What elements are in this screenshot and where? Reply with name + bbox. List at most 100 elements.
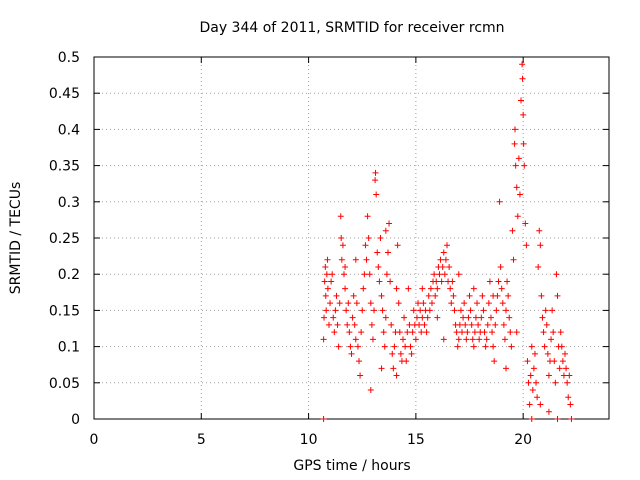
data-point — [459, 329, 466, 336]
data-point — [468, 321, 475, 328]
data-point — [372, 177, 379, 184]
data-point — [352, 256, 359, 263]
data-point — [464, 329, 471, 336]
data-point — [510, 256, 517, 263]
data-point — [509, 227, 516, 234]
y-tick-label: 0.25 — [49, 231, 80, 247]
data-point — [330, 314, 337, 321]
data-point — [335, 343, 342, 350]
data-point — [565, 394, 572, 401]
data-point — [512, 162, 519, 169]
data-point — [423, 329, 430, 336]
data-point — [378, 365, 385, 372]
data-point — [524, 358, 531, 365]
x-tick-label: 15 — [407, 432, 425, 448]
data-point — [533, 379, 540, 386]
data-point — [455, 336, 462, 343]
data-point — [336, 300, 343, 307]
x-axis-title: GPS time / hours — [293, 458, 410, 474]
data-point — [512, 126, 519, 133]
y-tick-label: 0.05 — [49, 376, 80, 392]
data-point — [446, 263, 453, 270]
data-point — [323, 271, 330, 278]
data-point — [418, 329, 425, 336]
data-point — [496, 198, 503, 205]
data-point — [471, 329, 478, 336]
data-point — [405, 285, 412, 292]
chart-title: Day 344 of 2011, SRMTID for receiver rcm… — [199, 20, 504, 36]
data-point — [506, 314, 513, 321]
data-point — [321, 314, 328, 321]
data-point — [409, 329, 416, 336]
data-point — [549, 307, 556, 314]
data-point — [438, 278, 445, 285]
data-point — [526, 401, 533, 408]
data-point — [548, 336, 555, 343]
data-point — [368, 321, 375, 328]
data-point — [449, 278, 456, 285]
data-point — [447, 285, 454, 292]
data-point — [553, 271, 560, 278]
data-point — [397, 350, 404, 357]
data-point — [394, 242, 401, 249]
data-point — [525, 379, 532, 386]
data-point — [556, 365, 563, 372]
data-point — [396, 329, 403, 336]
data-point — [369, 336, 376, 343]
data-point — [377, 235, 384, 241]
data-point — [518, 97, 525, 104]
y-tick-label: 0.1 — [58, 340, 80, 356]
data-point — [538, 292, 545, 299]
data-point — [480, 307, 487, 314]
data-point — [539, 314, 546, 321]
data-point — [552, 379, 559, 386]
data-point — [566, 372, 573, 379]
data-point — [557, 329, 564, 336]
data-point — [382, 314, 389, 321]
data-point — [472, 314, 479, 321]
data-point — [434, 285, 441, 292]
data-point — [388, 321, 395, 328]
data-point — [379, 307, 386, 314]
data-point — [535, 263, 542, 270]
data-point — [461, 300, 468, 307]
x-tick-label: 20 — [514, 432, 532, 448]
data-point — [376, 278, 383, 285]
data-point — [364, 213, 371, 220]
data-point — [436, 271, 443, 278]
data-point — [513, 184, 520, 191]
data-point — [337, 213, 344, 220]
data-point — [323, 307, 330, 314]
x-axis: 0 5 10 15 20 — [90, 57, 532, 448]
data-point — [544, 350, 551, 357]
data-point — [348, 350, 355, 357]
data-point — [536, 227, 543, 234]
data-point — [562, 350, 569, 357]
data-point — [541, 343, 548, 350]
data-point — [534, 394, 541, 401]
grid-lines — [94, 57, 609, 419]
data-point — [560, 372, 567, 379]
data-point — [384, 249, 391, 256]
data-point — [420, 300, 427, 307]
data-point — [514, 213, 521, 220]
data-point — [367, 300, 374, 307]
data-point — [527, 372, 534, 379]
data-point — [347, 343, 354, 350]
data-point — [463, 336, 470, 343]
data-point — [345, 300, 352, 307]
data-point — [427, 285, 434, 292]
data-point — [426, 307, 433, 314]
data-point — [324, 285, 331, 292]
data-point — [474, 300, 481, 307]
data-point — [528, 343, 535, 350]
y-tick-label: 0.3 — [58, 195, 80, 211]
data-point — [482, 343, 489, 350]
data-point — [417, 307, 424, 314]
data-point — [491, 358, 498, 365]
y-axis: 0 0.05 0.1 0.15 0.2 0.25 0.3 0.35 0.4 0.45 0.5 — [49, 50, 609, 428]
data-point — [322, 292, 329, 299]
data-point — [419, 314, 426, 321]
x-tick-label: 10 — [300, 432, 318, 448]
data-point — [453, 329, 460, 336]
